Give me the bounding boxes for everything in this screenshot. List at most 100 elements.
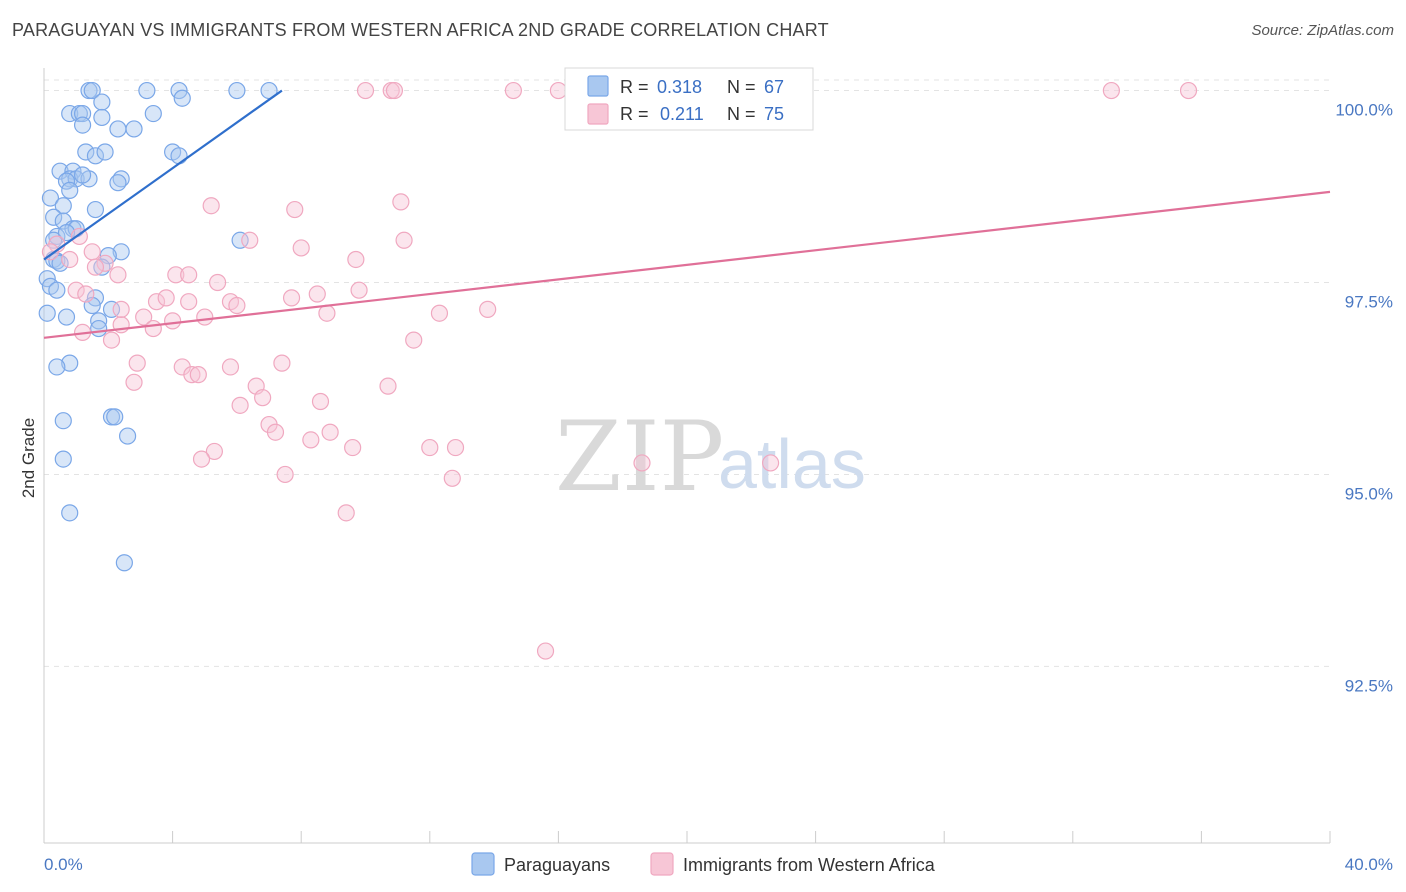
point-series1-29	[147, 293, 166, 311]
point-series1-9	[392, 193, 410, 211]
point-series1-35	[479, 300, 497, 318]
point-series1-54	[311, 392, 330, 411]
point-series1-3	[504, 81, 522, 100]
watermark: ZIP atlas	[555, 401, 866, 513]
point-series0-31	[54, 197, 72, 215]
point-series1-48	[183, 366, 201, 384]
point-series1-46	[221, 358, 240, 376]
point-series0-4	[173, 89, 191, 107]
point-series1-27	[282, 289, 301, 307]
point-series0-26	[57, 172, 76, 190]
point-series1-52	[379, 377, 397, 395]
point-series0-39	[231, 231, 249, 249]
point-series1-64	[192, 450, 211, 468]
point-series1-71	[112, 300, 130, 318]
point-series0-61	[118, 427, 137, 445]
point-series1-33	[318, 304, 336, 322]
point-series1-70	[536, 642, 555, 660]
point-series0-11	[93, 108, 111, 127]
point-series1-69	[337, 504, 355, 522]
trend-lines	[43, 89, 1331, 339]
x-tick-label-max: 40.0%	[1345, 855, 1393, 874]
point-series0-52	[38, 304, 56, 322]
point-series0-55	[90, 319, 108, 338]
point-series0-17	[86, 147, 105, 165]
trend-line-series0	[43, 89, 283, 261]
x-tick-label-min: 0.0%	[44, 855, 83, 874]
point-series0-5	[228, 81, 246, 100]
point-series1-74	[41, 243, 60, 261]
legend-n-label-2: N =	[727, 104, 756, 124]
y-tick-label-0: 100.0%	[1335, 101, 1393, 120]
point-series1-26	[77, 285, 95, 303]
bottom-legend-swatch-western-africa	[650, 852, 674, 876]
point-series1-32	[228, 296, 246, 315]
point-series0-33	[45, 208, 63, 226]
point-series1-10	[286, 200, 304, 219]
point-series1-59	[302, 431, 320, 449]
point-series1-58	[321, 423, 339, 441]
point-series1-25	[350, 281, 368, 299]
point-series1-63	[205, 442, 223, 461]
point-series0-65	[57, 223, 76, 242]
point-series0-29	[109, 174, 127, 192]
point-series1-47	[273, 354, 291, 372]
point-series0-30	[41, 189, 60, 207]
legend-r-label-2: R =	[620, 104, 649, 124]
point-series0-8	[61, 104, 79, 123]
point-series1-23	[209, 273, 227, 292]
y-tick-label-2: 95.0%	[1345, 484, 1393, 503]
point-series0-18	[96, 143, 114, 161]
point-series1-61	[421, 438, 439, 457]
source-label: Source: ZipAtlas.com	[1251, 22, 1394, 39]
point-series0-57	[48, 358, 66, 376]
point-series0-2	[138, 81, 156, 100]
point-series1-18	[61, 250, 79, 269]
watermark-atlas: atlas	[718, 425, 866, 503]
point-series0-16	[77, 143, 95, 161]
top-legend: R = 0.318 N = 67 R = 0.211 N = 75	[564, 67, 814, 131]
point-series0-53	[57, 308, 76, 326]
data-points	[38, 81, 1198, 660]
point-series1-22	[180, 266, 198, 284]
point-series0-27	[61, 181, 79, 199]
point-series0-66	[73, 166, 92, 184]
point-series1-34	[430, 304, 449, 322]
point-series1-55	[231, 396, 249, 414]
point-series0-12	[144, 104, 162, 123]
trend-line-series1	[43, 190, 1331, 339]
point-series1-20	[109, 266, 127, 284]
point-series0-60	[54, 412, 72, 430]
point-series1-37	[164, 312, 182, 330]
point-series1-8	[202, 197, 220, 215]
point-series1-16	[347, 250, 365, 269]
point-series1-21	[167, 266, 185, 284]
legend-n-label-1: N =	[727, 77, 756, 97]
point-series1-4	[549, 81, 568, 100]
point-series1-66	[761, 454, 780, 472]
legend-swatch-paraguayans	[587, 75, 609, 97]
point-series1-13	[292, 239, 310, 257]
point-series0-62	[54, 450, 72, 468]
axes	[43, 68, 1331, 844]
point-series1-67	[276, 465, 294, 484]
watermark-zip: ZIP	[555, 401, 724, 513]
point-series1-68	[443, 469, 461, 487]
point-series1-60	[344, 438, 362, 457]
point-series0-7	[93, 93, 111, 111]
point-series0-13	[73, 116, 92, 134]
point-series1-43	[405, 331, 423, 349]
point-series1-40	[144, 319, 162, 338]
point-series0-15	[125, 120, 143, 138]
point-series1-0	[356, 81, 375, 100]
point-series0-1	[83, 81, 101, 100]
gridlines	[44, 79, 1330, 667]
point-series0-32	[86, 200, 105, 219]
point-series1-62	[446, 438, 465, 457]
point-series1-12	[395, 231, 413, 249]
point-series0-20	[170, 147, 188, 165]
tick-labels: 100.0% 97.5% 95.0% 92.5% 0.0% 40.0%	[44, 101, 1393, 874]
point-series1-72	[157, 289, 175, 307]
point-series0-14	[109, 120, 127, 138]
